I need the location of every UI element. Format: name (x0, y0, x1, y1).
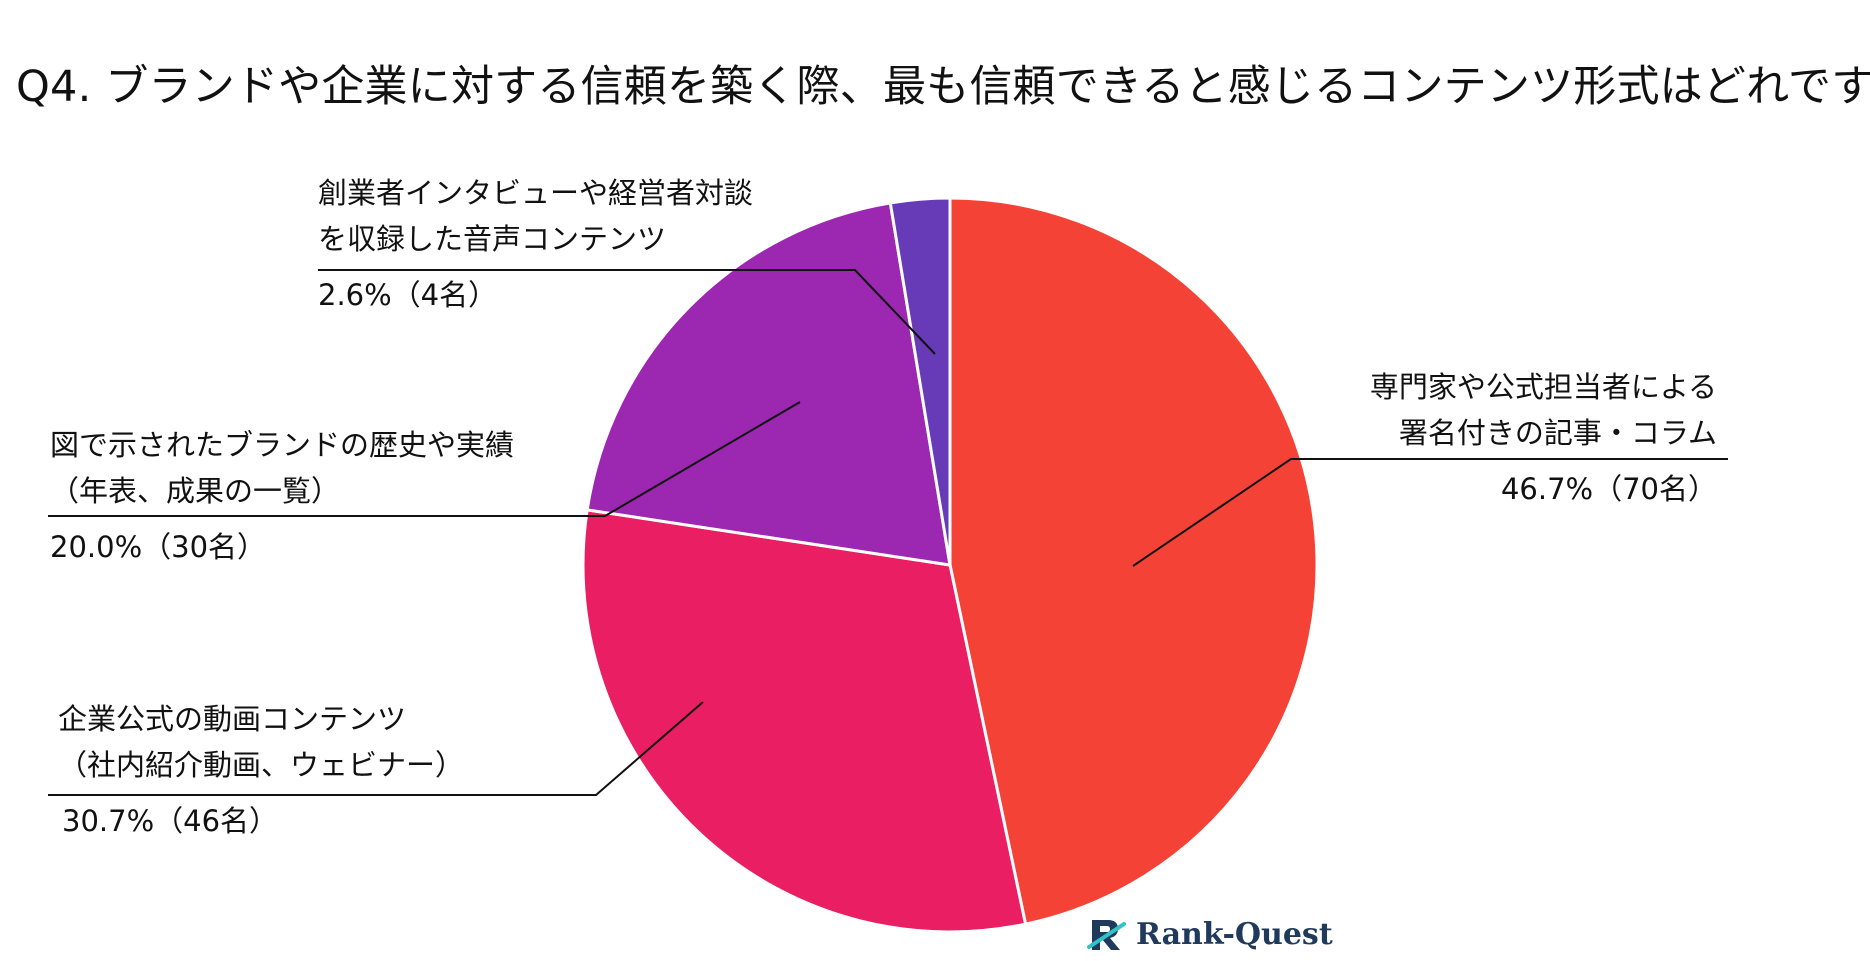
label-slice-1: 企業公式の動画コンテンツ （社内紹介動画、ウェビナー） 30.7%（46名） (58, 696, 464, 844)
label-slice-3: 創業者インタビューや経営者対談 を収録した音声コンテンツ 2.6%（4名） (318, 170, 753, 318)
leader-line-0 (1132, 458, 1728, 567)
rank-quest-logo-text: Rank-Quest (1136, 916, 1333, 952)
label-slice-0-line-1: 専門家や公式担当者による (1369, 370, 1717, 404)
label-slice-1-value: 30.7%（46名） (62, 804, 279, 838)
label-slice-3-line-1: 創業者インタビューや経営者対談 (318, 176, 754, 210)
pie-slice-0 (948, 196, 1319, 926)
label-slice-0: 専門家や公式担当者による 署名付きの記事・コラム 46.7%（70名） (1370, 364, 1717, 512)
label-slice-1-line-2: （社内紹介動画、ウェビナー） (58, 748, 465, 782)
pie-slice-1 (581, 508, 1028, 934)
label-slice-1-line-1: 企業公式の動画コンテンツ (58, 702, 407, 736)
label-slice-3-line-2: を収録した音声コンテンツ (318, 222, 667, 256)
leader-line-2 (48, 401, 801, 517)
label-slice-2: 図で示されたブランドの歴史や実績 （年表、成果の一覧） 20.0%（30名） (50, 422, 514, 570)
leader-line-1 (48, 701, 704, 796)
chart-title: Q4. ブランドや企業に対する信頼を築く際、最も信頼できると感じるコンテンツ形式… (16, 62, 1870, 112)
label-slice-2-value: 20.0%（30名） (50, 530, 267, 564)
rank-quest-logo-icon (1087, 920, 1126, 950)
label-slice-0-line-2: 署名付きの記事・コラム (1398, 416, 1717, 450)
label-slice-3-value: 2.6%（4名） (318, 278, 498, 312)
leader-line-3 (318, 269, 936, 355)
label-slice-0-value: 46.7%（70名） (1500, 472, 1717, 506)
label-slice-2-line-1: 図で示されたブランドの歴史や実績 (50, 428, 515, 462)
pie-slice-3 (888, 196, 952, 566)
label-slice-2-line-2: （年表、成果の一覧） (50, 474, 341, 508)
rank-quest-logo: Rank-Quest (1086, 914, 1333, 954)
